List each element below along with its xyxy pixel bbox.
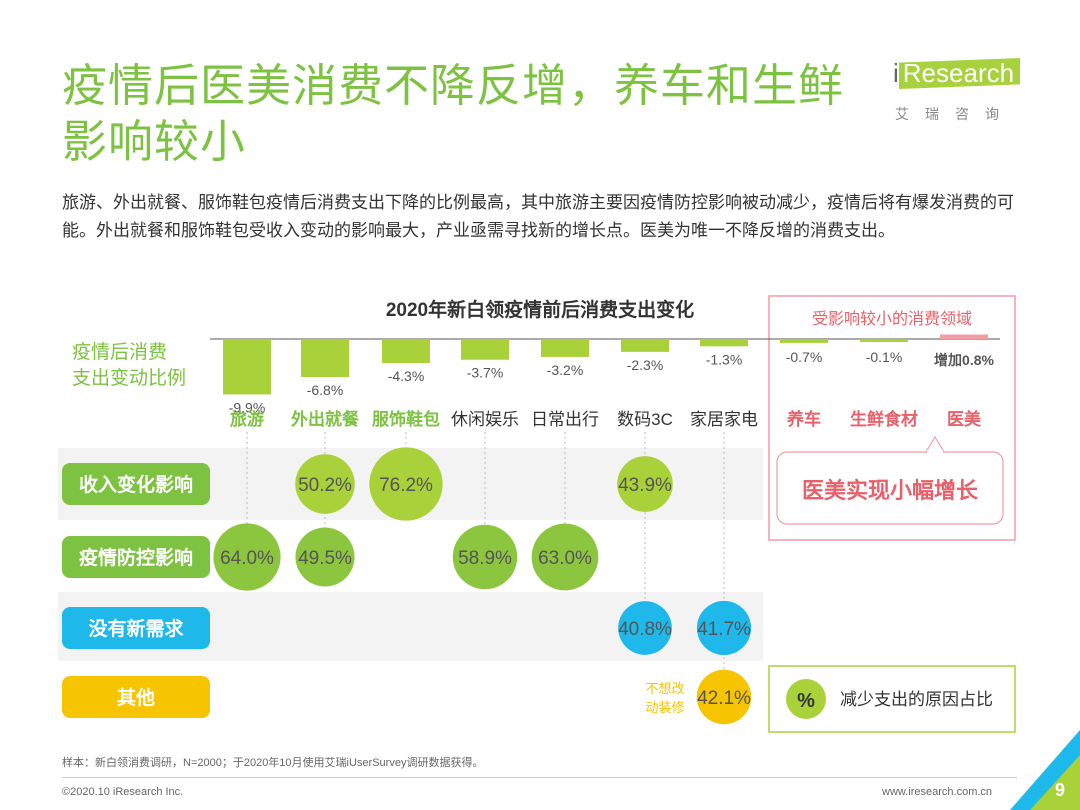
callout-text: 医美实现小幅增长 bbox=[802, 478, 979, 503]
bubble-旅游 bbox=[213, 523, 281, 591]
bar-value-label: -3.7% bbox=[467, 365, 504, 381]
bubble-label: 42.1% bbox=[697, 688, 751, 709]
highlight-box-title: 受影响较小的消费领域 bbox=[812, 310, 972, 328]
row-pill-收入变化影响 bbox=[62, 463, 210, 505]
bubble-label: 41.7% bbox=[697, 619, 751, 640]
page-subtitle: 旅游、外出就餐、服饰鞋包疫情后消费支出下降的比例最高，其中旅游主要因疫情防控影响… bbox=[62, 193, 1014, 240]
copyright: ©2020.10 iResearch Inc. bbox=[62, 786, 184, 798]
bubble-label: 49.5% bbox=[298, 548, 352, 569]
bubble-服饰鞋包 bbox=[369, 447, 443, 521]
y-axis-label-line1: 疫情后消费 bbox=[72, 341, 167, 363]
bubble-label: 76.2% bbox=[379, 475, 433, 496]
footer-divider bbox=[62, 777, 1017, 778]
bubble-label: 43.9% bbox=[618, 475, 672, 496]
legend-bubble bbox=[786, 679, 826, 719]
iresearch-logo: i Research 艾瑞咨询 bbox=[893, 58, 1033, 128]
legend-text: 减少支出的原因占比 bbox=[840, 690, 993, 709]
category-label: 旅游 bbox=[230, 409, 264, 429]
category-label: 休闲娱乐 bbox=[451, 410, 519, 429]
bar-服饰鞋包 bbox=[382, 339, 430, 364]
callout-box bbox=[776, 451, 1004, 525]
chart-title: 2020年新白领疫情前后消费支出变化 bbox=[385, 300, 695, 321]
bar-外出就餐 bbox=[301, 339, 349, 378]
page-title: 疫情后医美消费不降反增，养车和生鲜影响较小 bbox=[62, 60, 845, 167]
bubble-家居家电 bbox=[696, 669, 752, 725]
page-number: 9 bbox=[1055, 780, 1066, 800]
category-label: 数码3C bbox=[617, 410, 673, 429]
corner-decoration bbox=[1010, 730, 1080, 810]
legend-symbol: % bbox=[797, 690, 815, 712]
category-label: 生鲜食材 bbox=[850, 409, 918, 429]
bubble-label: 63.0% bbox=[538, 548, 592, 569]
logo-research: Research bbox=[898, 58, 1021, 89]
other-note-line1: 不想改 bbox=[645, 681, 684, 696]
category-label: 养车 bbox=[786, 409, 821, 429]
category-label: 日常出行 bbox=[531, 410, 599, 429]
highlight-box bbox=[768, 295, 1016, 541]
row-pill-没有新需求 bbox=[62, 607, 210, 649]
bar-数码3C bbox=[621, 339, 669, 352]
category-label: 家居家电 bbox=[690, 410, 758, 429]
callout-pointer-mask bbox=[927, 450, 943, 454]
bubble-label: 58.9% bbox=[458, 548, 512, 569]
legend-box bbox=[768, 665, 1016, 733]
row-label: 其他 bbox=[117, 686, 155, 709]
row-label: 收入变化影响 bbox=[79, 473, 193, 496]
bar-value-label: -9.9% bbox=[229, 399, 266, 415]
bar-value-label: -0.1% bbox=[866, 349, 903, 365]
bubble-家居家电 bbox=[696, 600, 752, 656]
row-pill-其他 bbox=[62, 676, 210, 718]
website: www.iresearch.com.cn bbox=[882, 786, 993, 798]
bubble-日常出行 bbox=[531, 523, 599, 591]
row-pill-疫情防控影响 bbox=[62, 536, 210, 578]
category-label: 服饰鞋包 bbox=[372, 409, 440, 429]
category-label: 医美 bbox=[947, 409, 982, 429]
y-axis-label-line2: 支出变动比例 bbox=[72, 367, 186, 389]
bubble-数码3C bbox=[618, 601, 672, 655]
bubble-label: 64.0% bbox=[220, 548, 274, 569]
bar-value-label: -6.8% bbox=[307, 382, 344, 398]
bar-日常出行 bbox=[541, 339, 589, 357]
bubble-数码3C bbox=[617, 456, 673, 512]
other-note-line2: 动装修 bbox=[645, 700, 684, 715]
bubble-外出就餐 bbox=[295, 527, 355, 587]
bar-value-label: -0.7% bbox=[786, 349, 823, 365]
row-label: 疫情防控影响 bbox=[79, 546, 193, 569]
bar-养车 bbox=[780, 339, 828, 343]
bar-生鲜食材 bbox=[860, 339, 908, 342]
bubble-外出就餐 bbox=[295, 454, 355, 514]
logo-chinese: 艾瑞咨询 bbox=[895, 106, 1015, 122]
bar-value-label: -4.3% bbox=[388, 368, 425, 384]
logo-i: i bbox=[893, 58, 899, 88]
bubble-label: 40.8% bbox=[618, 619, 672, 640]
bar-旅游 bbox=[223, 339, 271, 395]
bar-医美 bbox=[940, 334, 988, 339]
bar-value-label: -1.3% bbox=[706, 351, 743, 367]
bar-value-label: 增加0.8% bbox=[934, 352, 994, 368]
bubble-休闲娱乐 bbox=[452, 524, 518, 590]
row-label: 没有新需求 bbox=[88, 617, 184, 640]
category-label: 外出就餐 bbox=[291, 409, 360, 429]
bubble-label: 50.2% bbox=[298, 475, 352, 496]
footer-note: 样本：新白领消费调研，N=2000；于2020年10月使用艾瑞iUserSurv… bbox=[62, 757, 484, 769]
bar-家居家电 bbox=[700, 339, 748, 347]
bar-value-label: -3.2% bbox=[547, 362, 584, 378]
bar-休闲娱乐 bbox=[461, 339, 509, 360]
bar-value-label: -2.3% bbox=[627, 357, 664, 373]
callout-pointer bbox=[924, 435, 946, 453]
